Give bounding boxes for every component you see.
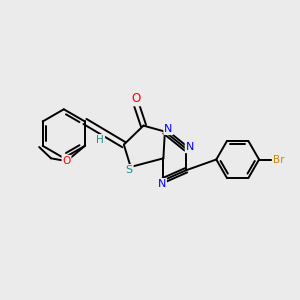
Text: H: H [97, 135, 104, 145]
Text: N: N [164, 124, 172, 134]
Text: S: S [126, 165, 133, 175]
Text: O: O [131, 92, 140, 105]
Text: O: O [62, 156, 70, 166]
Text: N: N [186, 142, 194, 152]
Text: N: N [158, 179, 166, 189]
Text: Br: Br [273, 154, 284, 164]
